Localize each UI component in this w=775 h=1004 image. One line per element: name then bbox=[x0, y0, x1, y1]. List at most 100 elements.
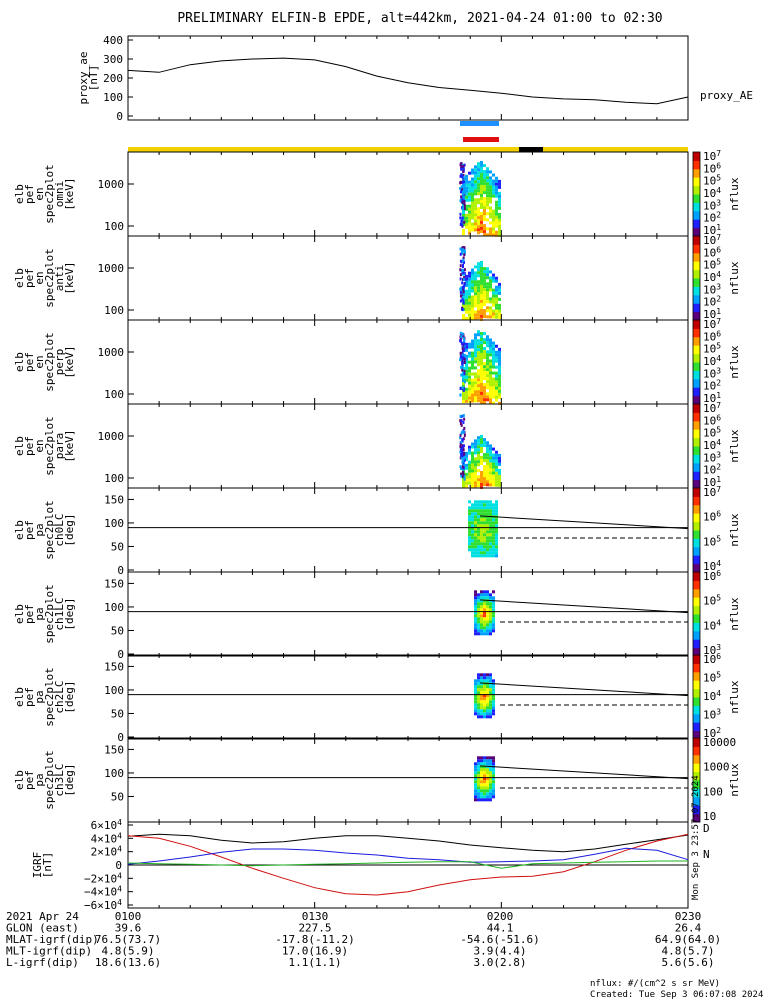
spec-cell bbox=[468, 207, 471, 211]
spec-cell bbox=[495, 377, 498, 381]
spec-cell bbox=[465, 457, 468, 461]
spec-cell bbox=[471, 451, 474, 455]
spec-cell bbox=[477, 457, 480, 461]
spec-cell bbox=[477, 162, 480, 166]
spec-cell bbox=[483, 614, 486, 618]
spec-cell bbox=[480, 160, 483, 164]
spec-cell bbox=[492, 771, 495, 775]
spec-cell bbox=[480, 305, 483, 309]
spec-cell bbox=[471, 484, 474, 488]
spec-cell bbox=[471, 280, 474, 284]
spec-cell bbox=[468, 460, 471, 464]
spec-cell bbox=[474, 463, 477, 467]
spec-cell bbox=[495, 315, 498, 319]
spectrogram-panels: 1000100elbpefenspec2plotomni[keV]1071061… bbox=[13, 149, 741, 823]
spec-cell bbox=[480, 346, 483, 350]
spec-cell bbox=[468, 506, 471, 510]
spec-cell bbox=[477, 697, 480, 701]
spec-cell bbox=[480, 599, 483, 603]
spec-cell bbox=[474, 679, 477, 683]
spec-cell bbox=[462, 367, 465, 370]
spec-cell bbox=[465, 304, 468, 308]
spec-cell bbox=[483, 777, 486, 781]
spec-cell bbox=[483, 285, 486, 289]
spec-cell bbox=[486, 273, 489, 277]
spec-cell bbox=[468, 542, 471, 546]
spec-cell bbox=[495, 365, 498, 369]
colorbar-tick-label: 104 bbox=[703, 354, 721, 368]
spec-cell bbox=[483, 401, 486, 405]
spec-cell bbox=[483, 279, 486, 283]
spec-cell bbox=[492, 503, 495, 507]
colorbar-segment bbox=[693, 796, 700, 806]
spec-cell bbox=[462, 170, 465, 174]
spec-cell bbox=[480, 593, 483, 597]
spec-cell bbox=[461, 459, 464, 463]
spec-cell bbox=[492, 303, 495, 307]
spec-cell bbox=[498, 371, 501, 375]
spec-cell bbox=[474, 623, 477, 627]
spec-cell bbox=[477, 295, 480, 299]
spec-cell bbox=[492, 233, 495, 237]
spec-cell bbox=[480, 385, 483, 389]
spec-cell bbox=[465, 399, 468, 403]
spec-cell bbox=[489, 447, 492, 451]
spec-cell bbox=[480, 473, 483, 477]
spec-cell bbox=[480, 193, 483, 197]
spec-cell bbox=[492, 291, 495, 295]
sunlight-bar-yellow bbox=[128, 147, 688, 152]
spec-cell bbox=[477, 310, 480, 314]
spec-cell bbox=[492, 341, 495, 345]
spec-cell bbox=[474, 354, 477, 358]
spec-cell bbox=[468, 500, 471, 504]
colorbar-segment bbox=[693, 185, 700, 195]
spec-cell bbox=[489, 539, 492, 543]
spec-cell bbox=[468, 375, 471, 379]
spec-cell bbox=[480, 181, 483, 185]
spec-cell bbox=[471, 366, 474, 370]
igrf-legend-n: N bbox=[703, 848, 710, 861]
colorbar-tick-label: 104 bbox=[703, 618, 721, 632]
spec-cell bbox=[492, 194, 495, 198]
spec-cell bbox=[474, 445, 477, 449]
spec-cell bbox=[463, 268, 466, 272]
spec-cell bbox=[486, 798, 489, 802]
spec-cell bbox=[471, 171, 474, 175]
spec-cell bbox=[480, 187, 483, 191]
axis-label-line: spec2plot bbox=[43, 416, 56, 476]
spec-cell bbox=[480, 539, 483, 543]
axis-label-line: ch0LC bbox=[53, 513, 66, 546]
spec-cell bbox=[461, 357, 464, 361]
spec-cell bbox=[480, 795, 483, 799]
spec-cell bbox=[486, 512, 489, 516]
spec-cell bbox=[486, 371, 489, 375]
spec-cell bbox=[480, 349, 483, 353]
spec-cell bbox=[483, 297, 486, 301]
spec-cell bbox=[480, 202, 483, 206]
spec-cell bbox=[468, 180, 471, 184]
colorbar-tick-label: 105 bbox=[703, 258, 721, 272]
spec-cell bbox=[480, 554, 483, 558]
spec-cell bbox=[480, 458, 483, 462]
spec-cell bbox=[480, 509, 483, 513]
spec-cell bbox=[480, 614, 483, 618]
spec-cell bbox=[465, 310, 468, 314]
spec-cell bbox=[459, 212, 462, 216]
spec-cell bbox=[489, 614, 492, 618]
spec-cell bbox=[465, 484, 468, 488]
spec-cell bbox=[471, 396, 474, 400]
spec-cell bbox=[486, 306, 489, 310]
spec-cell bbox=[474, 795, 477, 799]
spec-cell bbox=[483, 786, 486, 790]
spec-cell bbox=[462, 277, 465, 281]
spec-cell bbox=[480, 605, 483, 609]
spec-cell bbox=[480, 521, 483, 525]
spec-cell bbox=[495, 539, 498, 543]
spec-cell bbox=[474, 524, 477, 528]
spec-cell bbox=[477, 375, 480, 379]
spec-cell bbox=[468, 472, 471, 476]
spec-cell bbox=[462, 167, 465, 171]
spec-cell bbox=[486, 315, 489, 319]
